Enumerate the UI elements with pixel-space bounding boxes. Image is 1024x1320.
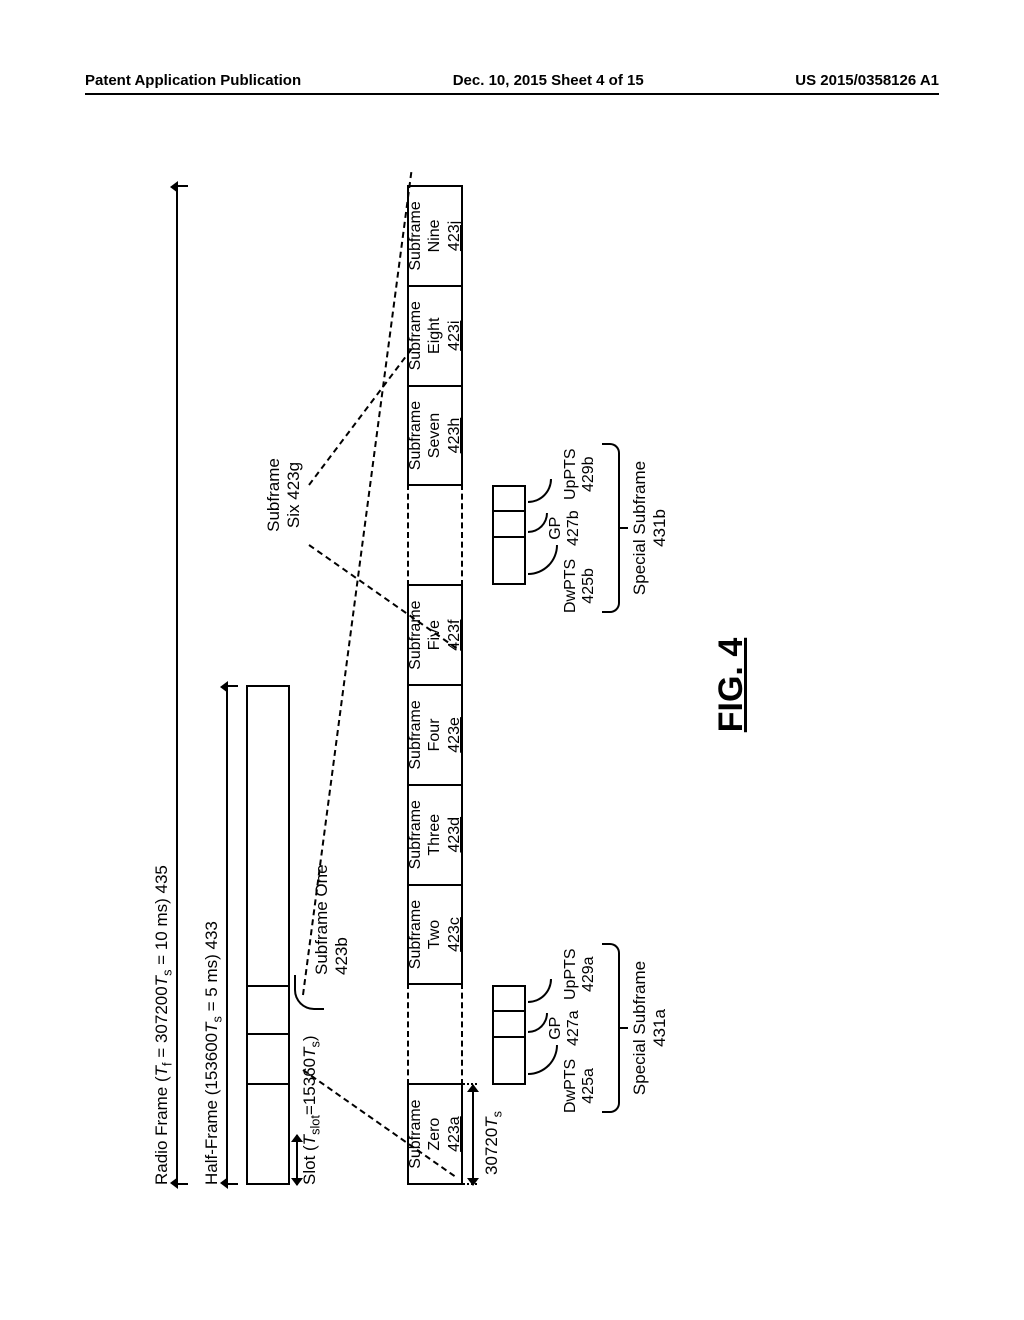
subframe-cell — [407, 484, 463, 586]
dwpts-b-label: DwPTS425b — [562, 559, 599, 613]
uppts-a-label: UpPTS429a — [562, 948, 599, 1000]
subframe-six-label: SubframeSix 423g — [264, 445, 304, 545]
dash-line — [308, 349, 412, 486]
special-detail-a — [492, 985, 526, 1085]
brace-a — [602, 943, 620, 1113]
subframe-cell: SubframeEight 423i — [407, 285, 463, 387]
curve-ptr — [528, 979, 552, 1003]
half-frame-bracket — [226, 685, 238, 1185]
subframe-cell: SubframeSeven 423h — [407, 385, 463, 487]
curve-ptr — [528, 513, 548, 533]
gp-b-label: GP427b — [547, 510, 584, 546]
radio-frame-bracket — [176, 185, 188, 1185]
curve-ptr — [528, 479, 552, 503]
brace-b — [602, 443, 620, 613]
subframe-cell: SubframeZero 423a — [407, 1083, 463, 1185]
curve-ptr — [528, 545, 558, 575]
slot-label: Slot (Tslot=15360Ts) — [300, 1035, 322, 1185]
gp-a-label: GP427a — [547, 1010, 584, 1046]
half-frame-label: Half-Frame (153600Ts = 5 ms) 433 — [202, 921, 224, 1185]
hdr-center: Dec. 10, 2015 Sheet 4 of 15 — [453, 72, 644, 89]
sf-width-label: 30720Ts — [482, 1111, 504, 1175]
dash-line — [302, 172, 412, 995]
hdr-right: US 2015/0358126 A1 — [795, 72, 939, 89]
figure-caption: FIG. 4 — [712, 185, 751, 1185]
slot-arrow — [296, 1135, 298, 1185]
sf-width-arrow — [472, 1085, 474, 1185]
subframe-cell: SubframeTwo 423c — [407, 884, 463, 986]
dwpts-a-label: DwPTS425a — [562, 1059, 599, 1113]
figure: Radio Frame (Tf = 307200Ts = 10 ms) 435 … — [152, 135, 872, 1185]
curve-ptr — [528, 1045, 558, 1075]
hdr-left: Patent Application Publication — [85, 72, 301, 89]
curve-ptr — [528, 1013, 548, 1033]
brace-b-label: Special Subframe431b — [630, 443, 670, 613]
special-detail-b — [492, 485, 526, 585]
brace-a-label: Special Subframe431a — [630, 943, 670, 1113]
subframe-cell — [407, 983, 463, 1085]
radio-frame-label: Radio Frame (Tf = 307200Ts = 10 ms) 435 — [152, 865, 174, 1185]
page-header: Patent Application Publication Dec. 10, … — [85, 72, 939, 95]
subframe-cell: SubframeFour 423e — [407, 684, 463, 786]
half-frame-rect — [246, 685, 290, 1185]
subframe-cell: SubframeThree 423d — [407, 784, 463, 886]
subframe-row: SubframeZero 423aSubframeTwo 423cSubfram… — [407, 185, 463, 1185]
uppts-b-label: UpPTS429b — [562, 448, 599, 500]
subframe-one-box — [246, 985, 290, 1085]
subframe-one-pointer — [294, 975, 324, 1010]
subframe-cell: SubframeFive 423f — [407, 584, 463, 686]
subframe-cell: SubframeNine 423j — [407, 185, 463, 287]
